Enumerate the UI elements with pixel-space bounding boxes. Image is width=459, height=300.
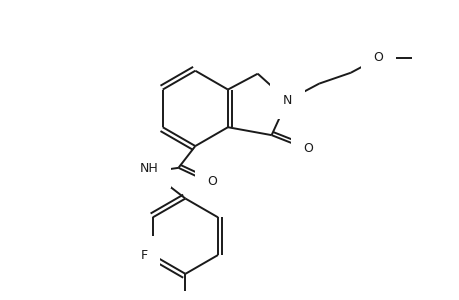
Text: O: O [207,175,217,188]
Text: N: N [282,94,291,107]
Text: O: O [302,142,313,154]
Text: O: O [373,51,383,64]
Text: NH: NH [139,162,158,175]
Text: F: F [140,248,147,262]
